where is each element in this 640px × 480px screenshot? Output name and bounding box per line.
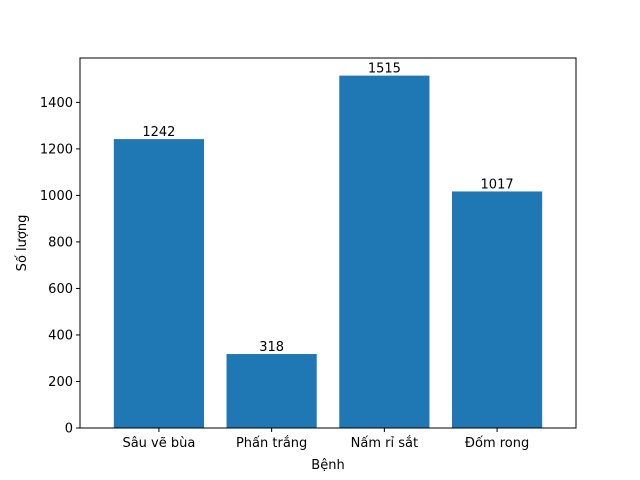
y-tick-label-6: 1000	[40, 189, 73, 204]
data-label-2: 318	[259, 340, 284, 355]
y-tick-label-5: 800	[48, 235, 73, 250]
axes-frame	[79, 57, 577, 429]
y-tick-label-7: 1200	[40, 142, 73, 157]
x-axis-title: Bệnh	[311, 458, 344, 473]
x-tick-label-4: Đốm rong	[465, 436, 529, 451]
plot-area: 1242 318 1515 1017	[79, 57, 577, 429]
bars-group	[113, 75, 543, 428]
x-tick-label-2: Phấn trắng	[236, 436, 307, 451]
x-tick-label-3: Nấm rỉ sắt	[351, 436, 418, 451]
bar-4	[452, 191, 543, 428]
bar-3	[339, 75, 430, 428]
data-label-1: 1242	[142, 125, 175, 140]
data-labels-group: 1242 318 1515 1017	[142, 62, 513, 355]
y-tick-label-8: 1400	[40, 96, 73, 111]
x-axis: Sâu vẽ bùa Phấn trắng Nấm rỉ sắt Đốm rong	[122, 428, 529, 451]
y-tick-label-2: 200	[48, 375, 73, 390]
data-label-3: 1515	[368, 62, 401, 77]
y-axis-title: Số lượng	[15, 215, 30, 272]
bar-2	[226, 354, 317, 428]
y-tick-label-3: 400	[48, 328, 73, 343]
y-tick-label-1: 0	[65, 422, 73, 437]
bar-1	[113, 139, 204, 428]
data-label-4: 1017	[481, 177, 514, 192]
y-axis: 0 200 400 600 800 1000 1200 1400	[40, 96, 80, 437]
y-tick-label-4: 600	[48, 282, 73, 297]
x-tick-label-1: Sâu vẽ bùa	[122, 436, 195, 451]
